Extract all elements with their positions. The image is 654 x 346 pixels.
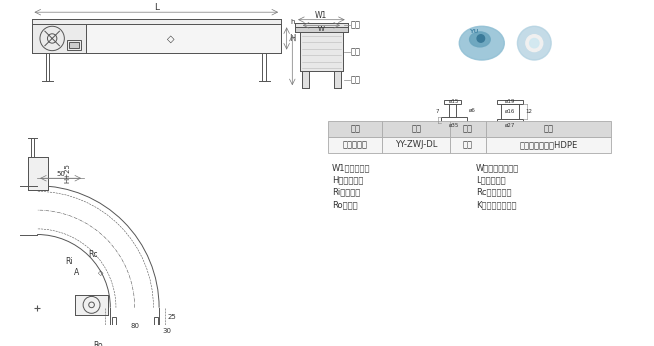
Text: Rc: Rc: [89, 250, 98, 259]
Bar: [31, 138, 34, 157]
Ellipse shape: [470, 32, 490, 47]
Bar: [295, 27, 348, 32]
Text: L：机身长度: L：机身长度: [476, 176, 506, 185]
Bar: [31, 24, 281, 53]
Text: W: W: [318, 26, 325, 32]
Text: h: h: [290, 19, 294, 25]
Bar: [69, 42, 79, 48]
Bar: [75, 294, 109, 315]
Bar: [295, 24, 348, 27]
Text: ø16: ø16: [505, 109, 515, 114]
Text: 80: 80: [130, 324, 139, 329]
Text: H：机身高度: H：机身高度: [332, 176, 363, 185]
Text: ◇: ◇: [98, 271, 103, 276]
Text: Rc：中心半径: Rc：中心半径: [476, 188, 511, 197]
Text: W1: W1: [315, 10, 328, 19]
Text: K：输送台面厚度: K：输送台面厚度: [476, 200, 517, 209]
Text: 名称: 名称: [350, 125, 360, 134]
Bar: [383, 137, 450, 153]
Text: W1：机身宽度: W1：机身宽度: [332, 163, 370, 172]
Bar: [295, 24, 348, 27]
Ellipse shape: [517, 26, 551, 60]
Text: Ri: Ri: [65, 257, 73, 266]
Bar: [328, 137, 383, 153]
Text: H+25: H+25: [64, 164, 70, 183]
Bar: [300, 32, 343, 71]
Text: ø19: ø19: [505, 99, 515, 104]
Text: Ri：内半径: Ri：内半径: [332, 188, 360, 197]
Bar: [262, 53, 266, 81]
Text: 规格: 规格: [411, 125, 421, 134]
Text: 12: 12: [525, 109, 532, 114]
Text: 白色: 白色: [463, 140, 473, 149]
Bar: [31, 24, 281, 53]
Text: L: L: [154, 3, 159, 12]
Text: 支腿: 支腿: [351, 75, 360, 84]
Text: 转弯机导轮: 转弯机导轮: [343, 140, 368, 149]
Text: YU: YU: [470, 29, 479, 34]
Text: 25: 25: [168, 314, 177, 320]
Bar: [31, 19, 281, 24]
Ellipse shape: [530, 38, 539, 48]
Bar: [444, 100, 461, 104]
Bar: [31, 24, 86, 53]
Text: 超高分子聚乙烯HDPE: 超高分子聚乙烯HDPE: [519, 140, 577, 149]
Text: ø15: ø15: [449, 99, 459, 104]
Bar: [334, 71, 341, 88]
Bar: [301, 71, 309, 88]
Circle shape: [477, 35, 485, 42]
Text: ø27: ø27: [505, 123, 515, 128]
Text: A: A: [74, 267, 79, 276]
Text: Ro: Ro: [94, 341, 103, 346]
Bar: [295, 27, 348, 32]
Bar: [67, 40, 81, 50]
Text: YY-ZWJ-DL: YY-ZWJ-DL: [395, 140, 438, 149]
Text: H: H: [289, 34, 296, 43]
Bar: [154, 317, 158, 336]
Bar: [334, 71, 341, 88]
Bar: [497, 119, 523, 123]
Bar: [500, 104, 519, 119]
Text: 30: 30: [162, 328, 171, 334]
Ellipse shape: [526, 35, 543, 52]
Text: ø35: ø35: [449, 123, 459, 128]
Bar: [441, 117, 467, 123]
Text: 机身: 机身: [351, 47, 360, 56]
Text: 50: 50: [56, 171, 65, 176]
Text: ◇: ◇: [167, 34, 174, 44]
Bar: [27, 157, 48, 190]
Text: 材质: 材质: [543, 125, 553, 134]
Text: ø6: ø6: [469, 108, 475, 113]
Bar: [449, 104, 456, 117]
Text: Ro：外径: Ro：外径: [332, 200, 357, 209]
Bar: [301, 71, 309, 88]
Bar: [46, 53, 49, 81]
Bar: [485, 121, 611, 137]
Bar: [300, 32, 343, 71]
Bar: [75, 294, 109, 315]
Text: 7: 7: [435, 109, 439, 114]
Bar: [450, 121, 485, 137]
Text: 皮带: 皮带: [351, 21, 360, 30]
Bar: [31, 24, 86, 53]
Bar: [485, 137, 611, 153]
Bar: [383, 121, 450, 137]
Text: W：皮带有效宽度: W：皮带有效宽度: [476, 163, 519, 172]
Bar: [27, 157, 48, 190]
Bar: [450, 137, 485, 153]
Bar: [497, 100, 523, 104]
Bar: [328, 121, 383, 137]
Ellipse shape: [459, 26, 504, 60]
Bar: [112, 317, 116, 336]
Text: 颜色: 颜色: [463, 125, 473, 134]
